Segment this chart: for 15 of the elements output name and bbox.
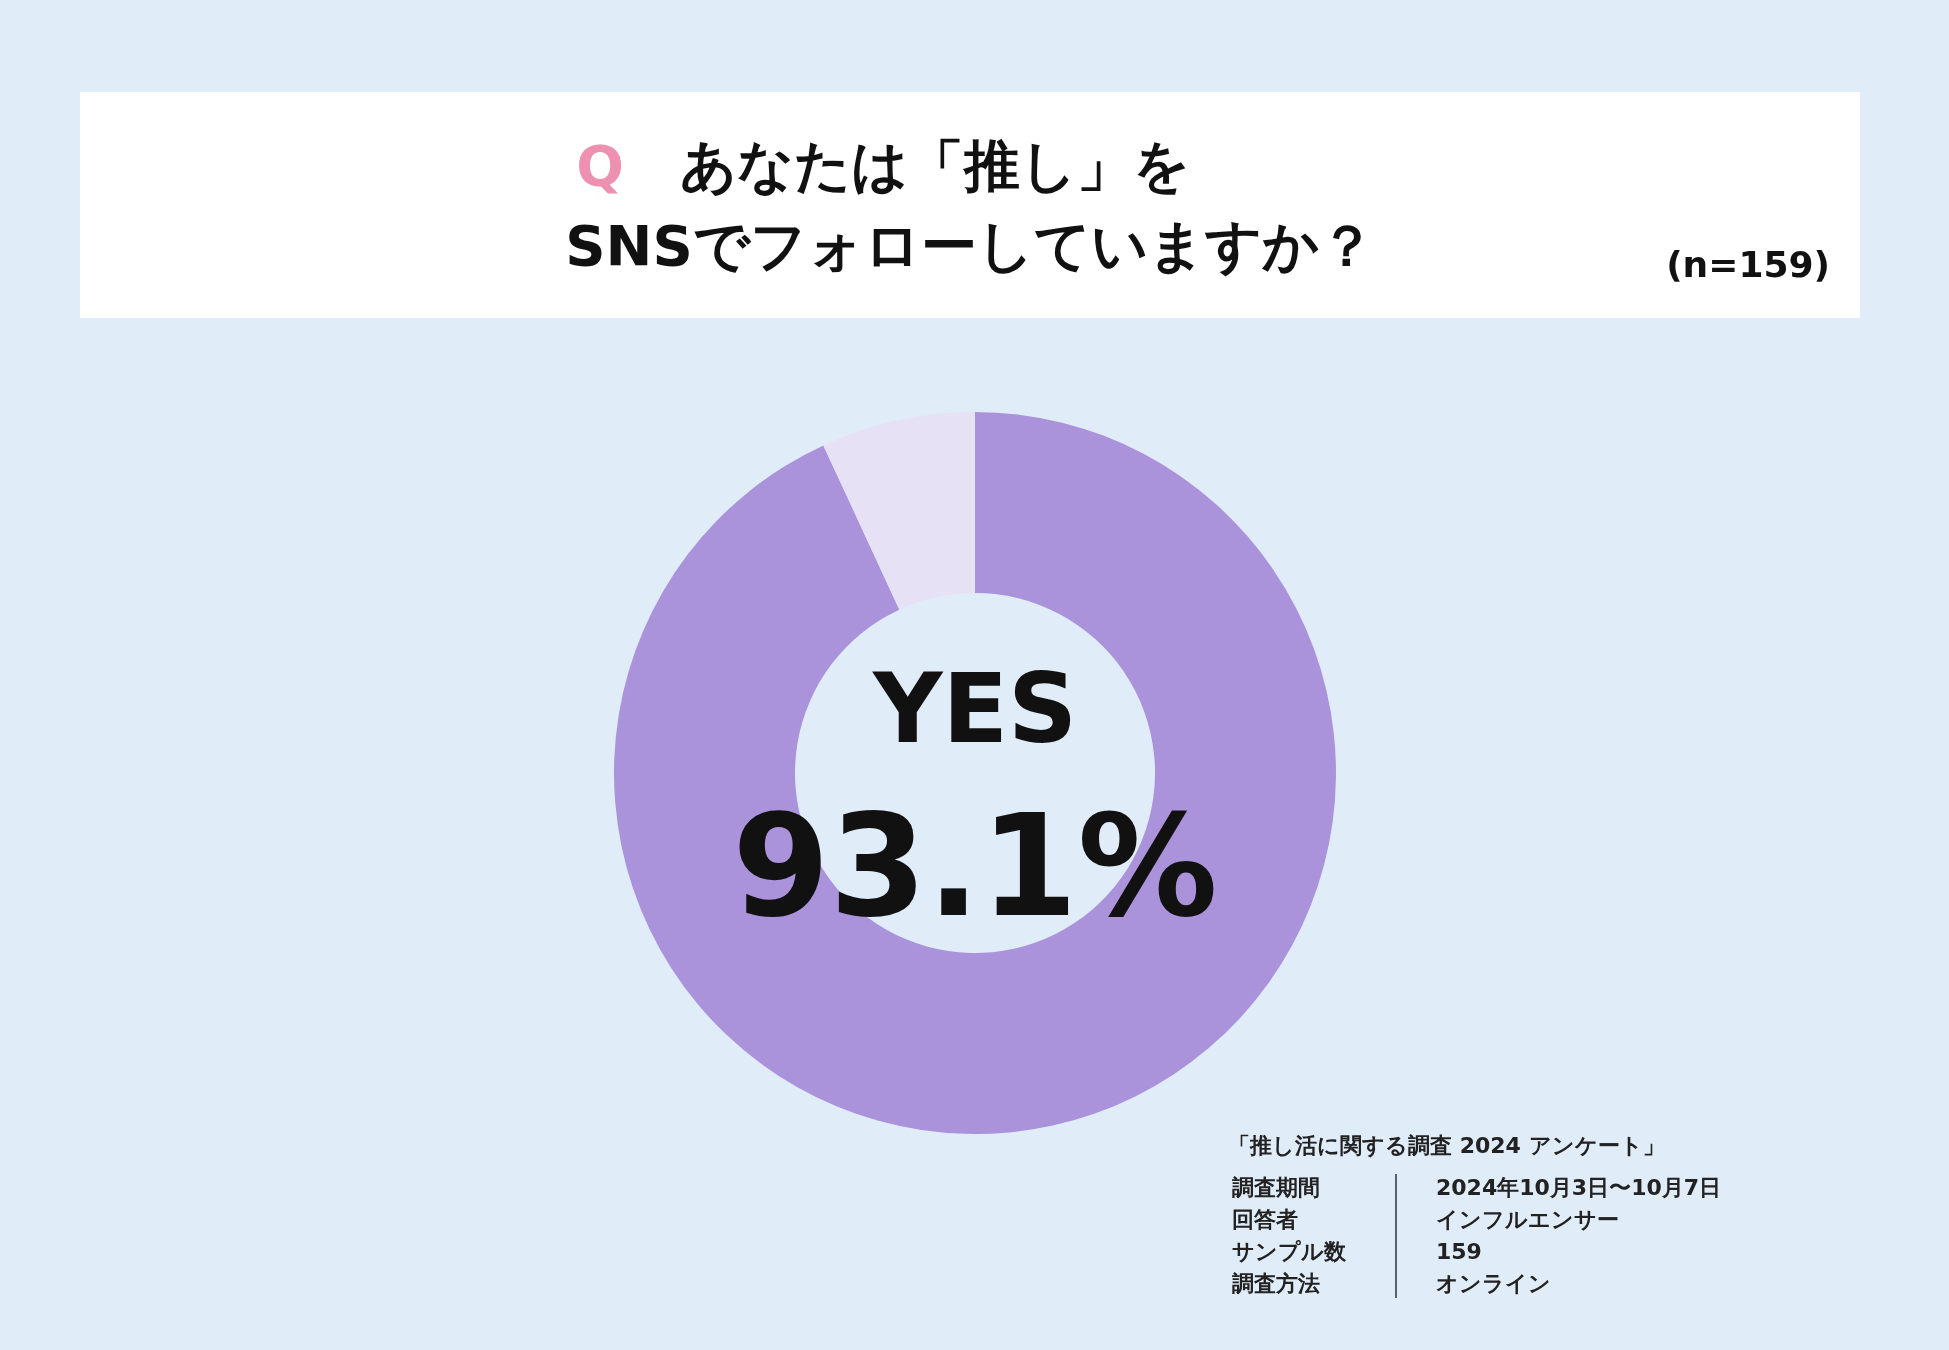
text: サンプル数 xyxy=(1232,1239,1347,1264)
text: 調査期間 xyxy=(1232,1175,1320,1200)
data-label: 93.1% xyxy=(732,785,1218,948)
chart-title: Q あなたは「推し」を SNSでフォローしていますか？ xyxy=(565,133,1375,278)
slice-label: YES xyxy=(871,653,1078,765)
text: インフルエンサー xyxy=(1436,1207,1619,1232)
text: 調査方法 xyxy=(1232,1271,1320,1296)
text: 2024年10月3日〜10月7日 xyxy=(1436,1175,1722,1200)
text: 「推し活に関する調査 2024 アンケート」 xyxy=(1228,1133,1665,1158)
text: (n=159) xyxy=(1666,244,1830,285)
text: 159 xyxy=(1436,1239,1482,1264)
donut-slice xyxy=(823,412,975,610)
text: 回答者 xyxy=(1232,1207,1298,1232)
text: オンライン xyxy=(1436,1271,1551,1296)
donut-slice xyxy=(614,412,1336,1134)
